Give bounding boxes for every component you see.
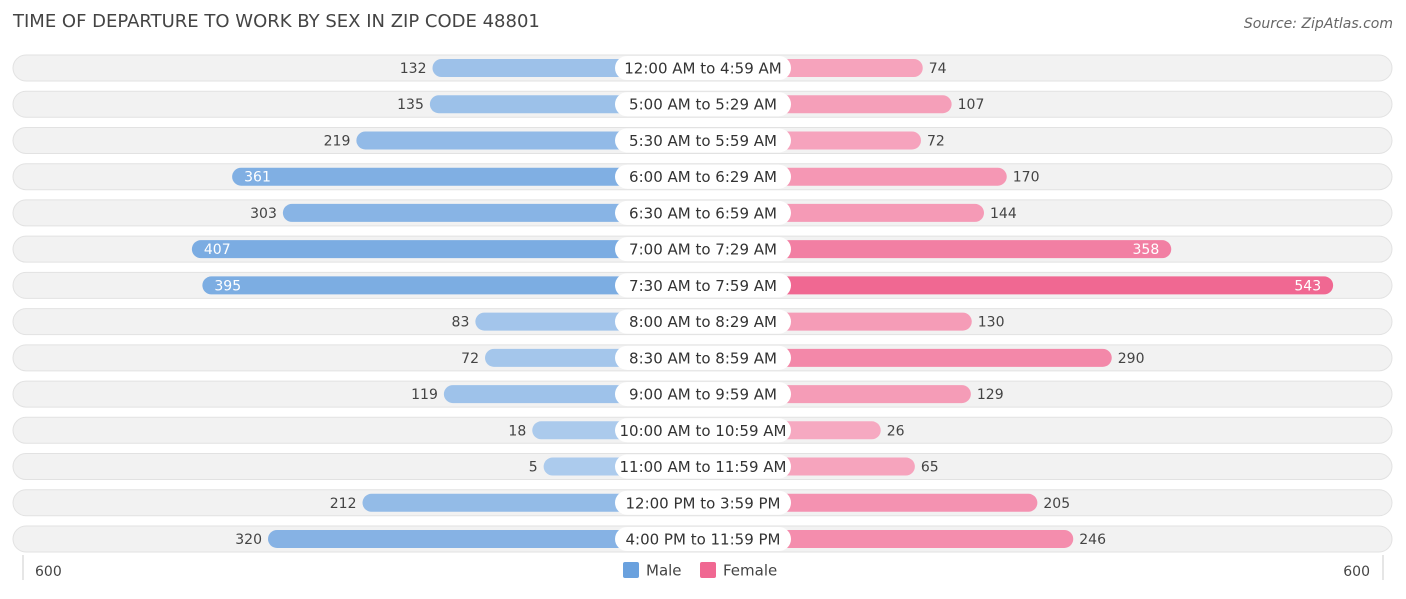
- value-label: 170: [1013, 170, 1040, 186]
- value-label: 107: [958, 97, 985, 113]
- bar: [703, 529, 1074, 548]
- value-label: 395: [214, 278, 241, 294]
- value-label: 132: [400, 61, 427, 77]
- category-pill: [615, 200, 791, 225]
- source: Source: ZipAtlas.com: [1244, 16, 1393, 32]
- category-label: 5:00 AM to 5:29 AM: [629, 96, 777, 114]
- value-label: 212: [330, 496, 357, 512]
- category-label: 4:00 PM to 11:59 PM: [625, 530, 780, 548]
- category-pill: [615, 273, 791, 298]
- value-label: 135: [397, 97, 424, 113]
- category-label: 7:30 AM to 7:59 AM: [629, 277, 777, 295]
- category-label: 12:00 AM to 4:59 AM: [624, 60, 781, 78]
- category-label: 9:00 AM to 9:59 AM: [629, 386, 777, 404]
- category-pill: [615, 526, 791, 551]
- legend-swatch: [700, 562, 716, 578]
- category-label: 7:00 AM to 7:29 AM: [629, 241, 777, 259]
- value-label: 543: [1294, 278, 1321, 294]
- bar: [191, 240, 703, 259]
- value-label: 129: [977, 387, 1004, 403]
- bar: [703, 276, 1334, 295]
- value-label: 361: [244, 170, 271, 186]
- value-label: 205: [1043, 496, 1070, 512]
- value-label: 219: [324, 133, 351, 149]
- value-label: 290: [1118, 351, 1145, 367]
- value-label: 72: [461, 351, 479, 367]
- legend-label: Female: [723, 562, 777, 580]
- category-label: 8:00 AM to 8:29 AM: [629, 313, 777, 331]
- category-pill: [615, 92, 791, 117]
- category-label: 11:00 AM to 11:59 AM: [620, 458, 787, 476]
- value-label: 130: [978, 315, 1005, 331]
- category-pill: [615, 164, 791, 189]
- value-label: 246: [1079, 532, 1106, 548]
- category-pill: [615, 309, 791, 334]
- legend-swatch: [623, 562, 639, 578]
- category-pill: [615, 382, 791, 407]
- chart-title: TIME OF DEPARTURE TO WORK BY SEX IN ZIP …: [12, 11, 540, 32]
- bar: [703, 240, 1172, 259]
- value-label: 320: [235, 532, 262, 548]
- category-label: 5:30 AM to 5:59 AM: [629, 132, 777, 150]
- value-label: 74: [929, 61, 947, 77]
- bar: [282, 203, 703, 222]
- category-label: 6:00 AM to 6:29 AM: [629, 168, 777, 186]
- value-label: 358: [1133, 242, 1160, 258]
- category-pill: [615, 418, 791, 443]
- value-label: 83: [452, 315, 470, 331]
- x-tick-label: 600: [35, 564, 62, 580]
- category-label: 8:30 AM to 8:59 AM: [629, 349, 777, 367]
- category-pill: [615, 490, 791, 515]
- value-label: 119: [411, 387, 438, 403]
- bar: [703, 348, 1112, 367]
- value-label: 18: [508, 423, 526, 439]
- category-pill: [615, 56, 791, 80]
- value-label: 65: [921, 460, 939, 476]
- value-label: 407: [204, 242, 231, 258]
- category-pill: [615, 454, 791, 479]
- category-label: 6:30 AM to 6:59 AM: [629, 204, 777, 222]
- x-tick-label: 600: [1343, 564, 1370, 580]
- category-pill: [615, 237, 791, 262]
- legend-label: Male: [646, 562, 682, 580]
- bar: [232, 167, 703, 186]
- value-label: 303: [250, 206, 277, 222]
- bar: [202, 276, 703, 295]
- bar: [268, 529, 703, 548]
- category-label: 12:00 PM to 3:59 PM: [625, 494, 780, 512]
- category-pill: [615, 128, 791, 153]
- value-label: 72: [927, 133, 945, 149]
- value-label: 26: [887, 423, 905, 439]
- value-label: 5: [529, 460, 538, 476]
- category-label: 10:00 AM to 10:59 AM: [620, 422, 787, 440]
- category-pill: [615, 345, 791, 370]
- value-label: 144: [990, 206, 1017, 222]
